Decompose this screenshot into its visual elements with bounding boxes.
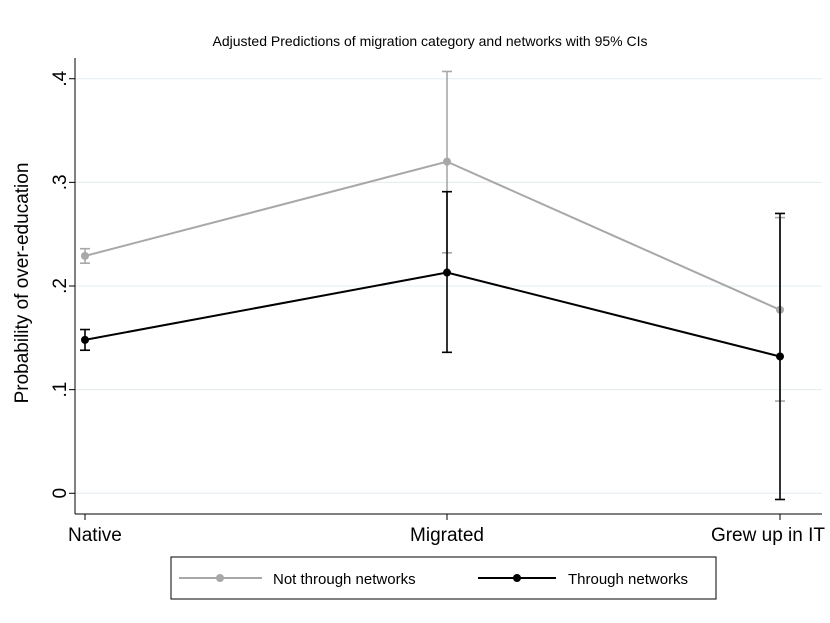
x-tick-label: Native — [68, 525, 122, 546]
data-point — [81, 251, 89, 260]
y-tick-label: 0 — [50, 488, 71, 499]
series-0 — [80, 70, 785, 402]
legend-label-not-through-networks: Not through networks — [273, 571, 416, 588]
series-line — [84, 271, 781, 358]
chart-title: Adjusted Predictions of migration catego… — [213, 33, 648, 49]
series-layer — [80, 70, 785, 501]
y-tick-label: .2 — [50, 278, 71, 294]
y-tick-label: .1 — [50, 382, 71, 398]
legend-swatch-marker-through-networks — [513, 574, 521, 582]
x-tick-label: Grew up in IT — [711, 525, 825, 546]
data-point — [443, 268, 451, 277]
legend-box — [170, 556, 717, 600]
y-tick-label: .4 — [50, 70, 71, 86]
data-point — [443, 157, 451, 166]
legend-label-through-networks: Through networks — [568, 571, 688, 588]
grid-lines — [75, 78, 822, 494]
legend: Not through networks Through networks — [170, 556, 717, 600]
y-tick-label: .3 — [50, 174, 71, 190]
axes: 0 .1 .2 .3 .4 Native Migrated Grew up in IT — [50, 58, 825, 546]
series-1 — [80, 190, 785, 501]
data-point — [776, 352, 784, 361]
series-line — [84, 160, 781, 311]
data-point — [81, 335, 89, 344]
legend-swatch-marker-not-through-networks — [216, 574, 224, 582]
y-axis-label: Probability of over-education — [12, 163, 33, 404]
x-tick-label: Migrated — [410, 525, 484, 546]
